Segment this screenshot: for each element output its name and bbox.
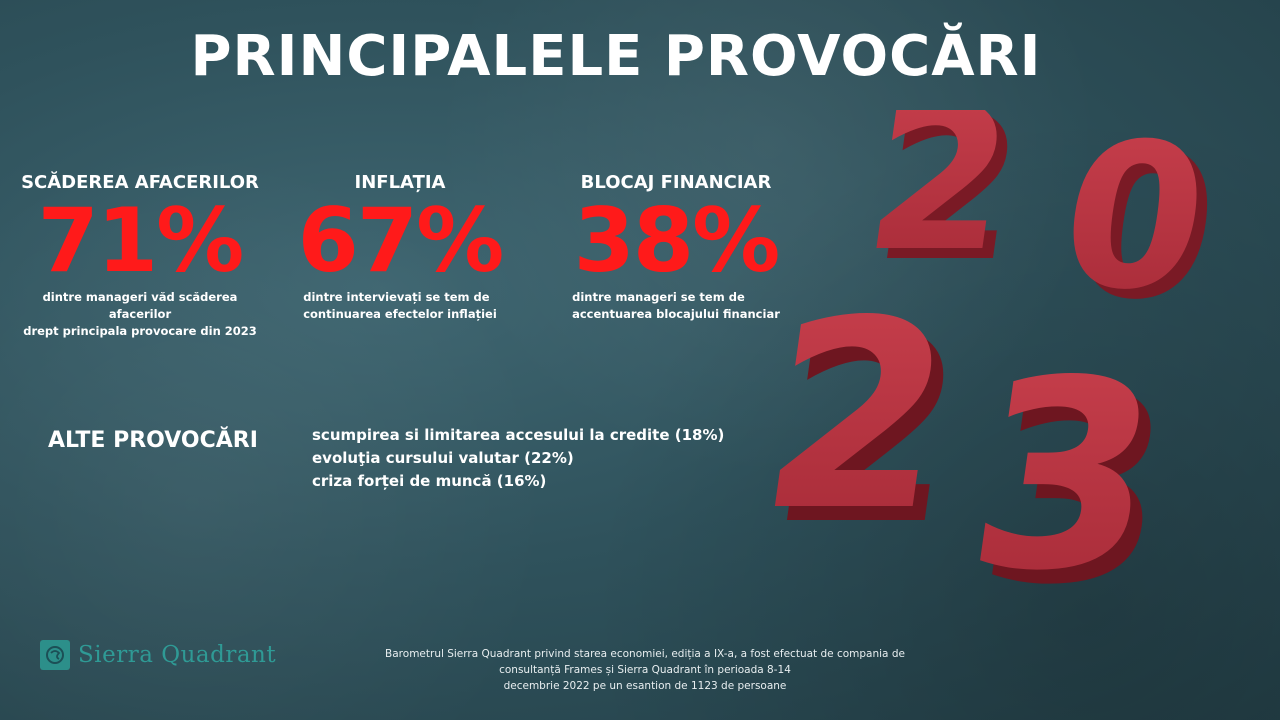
stat-value: 71% [37,189,245,292]
digit-3: 3 [965,338,1189,610]
stat-heading: BLOCAJ FINANCIAR [580,172,772,193]
list-item: evoluţia cursului valutar (22%) [312,449,574,467]
survey-footnote: Barometrul Sierra Quadrant privind stare… [360,646,930,694]
digit-2-top-face: 2 [854,110,1026,296]
stat-description: dintre intervievați se tem de continuare… [303,289,497,323]
digit-2-top: 2 [864,110,1036,306]
year-2023-artwork: 2 2 0 0 2 2 3 3 [746,110,1231,610]
stat-description: dintre manageri se tem de accentuarea bl… [572,289,780,323]
list-item: criza forței de muncă (16%) [312,472,547,490]
stat-heading: SCĂDEREA AFACERILOR [21,172,259,193]
stat-heading: INFLAȚIA [354,172,446,193]
logo-text: Sierra Quadrant [78,642,277,668]
page-title: PRINCIPALELE PROVOCĂRI [190,24,1042,89]
stat-description: dintre manageri văd scăderea afacerilor … [20,289,260,340]
footnote-line: decembrie 2022 pe un esantion de 1123 de… [503,680,787,692]
digit-0: 0 [1059,111,1231,344]
other-challenges-heading: ALTE PROVOCĂRI [48,428,258,453]
digit-2-bottom-face: 2 [746,264,970,568]
stat-description-line: dintre manageri se tem de [572,290,745,304]
stat-value: 67% [297,189,505,292]
digit-2-bottom: 2 [758,278,982,582]
logo-emblem-icon [40,640,70,670]
digit-3-face: 3 [953,324,1177,610]
digit-0-face: 0 [1049,110,1221,334]
stat-description-line: dintre intervievați se tem de [303,290,490,304]
footnote-line: Barometrul Sierra Quadrant privind stare… [385,648,905,676]
stat-value: 38% [573,189,781,292]
stat-description-line: drept principala provocare din 2023 [23,324,257,338]
stat-description-line: continuarea efectelor inflației [303,307,497,321]
stat-inflation: INFLAȚIA 67% dintre intervievați se tem … [288,172,512,323]
stat-description-line: accentuarea blocajului financiar [572,307,780,321]
sierra-quadrant-logo: Sierra Quadrant [40,640,276,670]
list-item: scumpirea si limitarea accesului la cred… [312,426,725,444]
stat-description-line: dintre manageri văd scăderea afacerilor [42,290,238,321]
stat-financial-blockage: BLOCAJ FINANCIAR 38% dintre manageri se … [560,172,792,323]
stat-business-decline: SCĂDEREA AFACERILOR 71% dintre manageri … [20,172,260,340]
other-challenges-list: scumpirea si limitarea accesului la cred… [312,424,724,493]
